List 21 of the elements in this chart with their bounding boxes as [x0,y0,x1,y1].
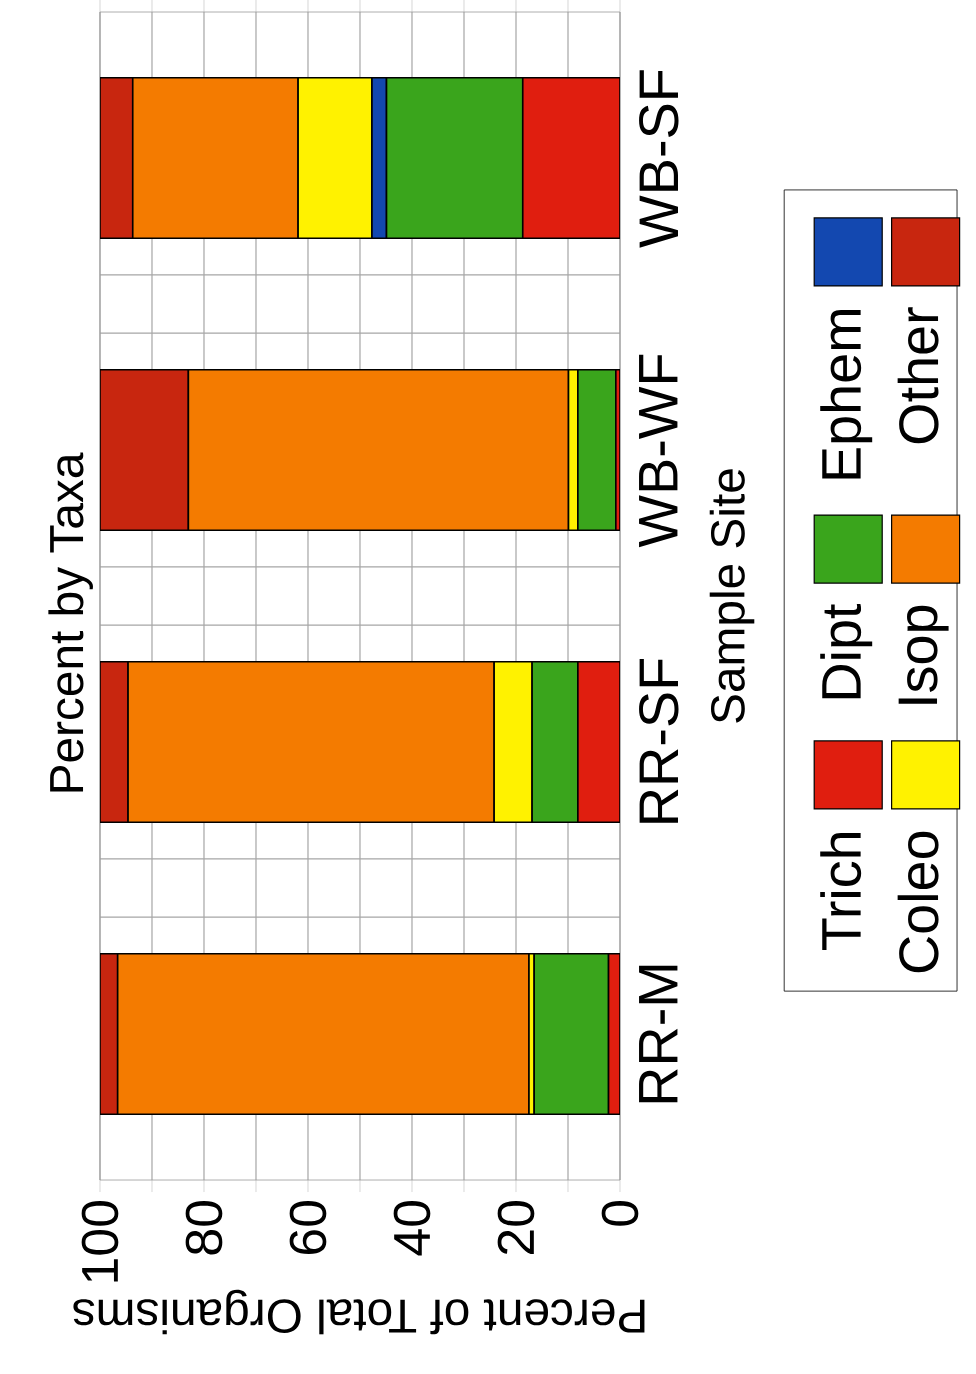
legend-label: Dipt [820,603,873,699]
legend-label: Trich [820,832,862,951]
y-tick-label: WB-WF [639,354,678,548]
x-tick-label: 0 [601,1201,639,1226]
text: Percent by Taxa [48,452,93,792]
legend-label: Other [897,307,939,444]
x-tick-label: 100 [81,1201,119,1282]
x-tick-label: 40 [393,1201,431,1256]
x-tick-label: 80 [185,1201,223,1255]
x-tick-label: 60 [289,1201,327,1255]
y-tick-label: RR-M [639,965,678,1103]
y-tick-label: RR-SF [639,659,679,823]
y-tick-label: WB-SF [639,70,679,248]
bar [577,660,620,824]
y-axis-title: Sample Site [709,469,755,723]
bar [521,76,620,240]
legend-label: Coleo [897,831,939,973]
x-tick-label: 20 [497,1201,535,1255]
legend-label: Ephem [820,310,873,479]
legend-label: Isop [898,605,949,704]
x-axis-title: Percent of Total Organisms [73,1289,645,1335]
